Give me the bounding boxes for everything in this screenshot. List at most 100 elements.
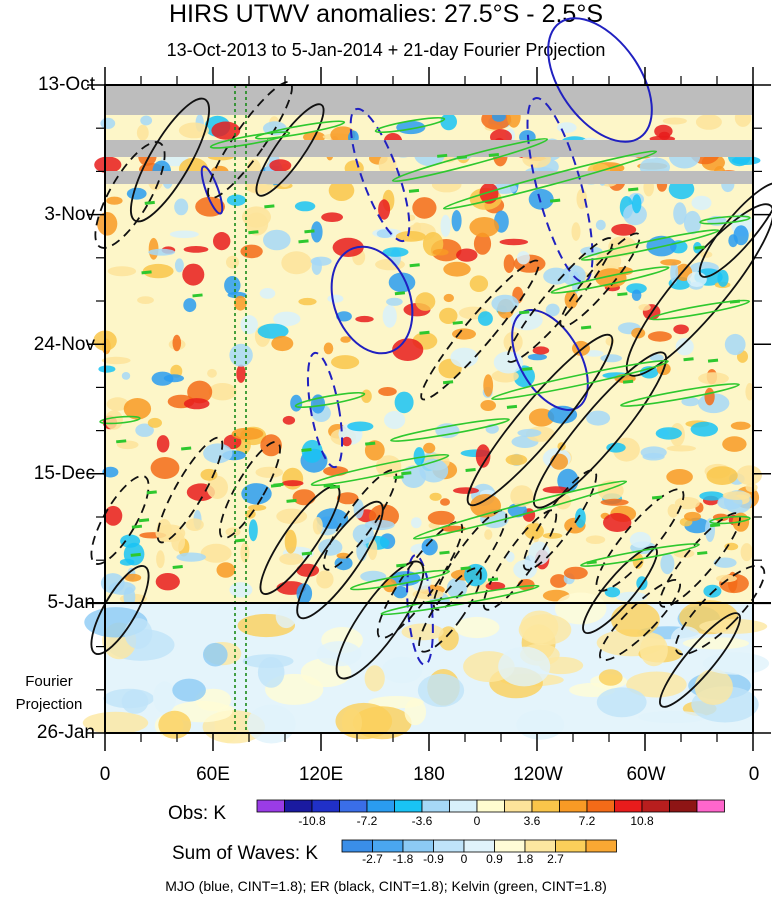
obs-anomaly-blob: [378, 153, 397, 176]
obs-anomaly-blob: [200, 468, 218, 481]
projection-blob: [539, 656, 584, 675]
obs-anomaly-blob: [206, 475, 228, 499]
waves-colorbar-segment: [494, 839, 526, 853]
obs-anomaly-blob: [364, 440, 385, 461]
obs-colorbar-segment: [476, 799, 505, 813]
kelvin-contour: [412, 480, 628, 540]
obs-anomaly-blob: [183, 246, 209, 253]
obs-anomaly-blob: [101, 356, 131, 365]
obs-anomaly-blob: [269, 159, 292, 172]
kelvin-contour: [254, 120, 346, 140]
kelvin-dash: [522, 366, 533, 371]
projection-blob: [335, 702, 393, 740]
kelvin-dash: [172, 565, 183, 570]
obs-anomaly-blob: [155, 573, 180, 591]
obs-anomaly-blob: [331, 355, 360, 370]
kelvin-dash: [304, 229, 315, 234]
projection-blob: [516, 709, 565, 740]
obs-anomaly-blob: [736, 465, 762, 486]
x-tick-label: 0: [748, 764, 760, 785]
projection-blob: [242, 654, 294, 668]
obs-anomaly-blob: [716, 574, 737, 583]
obs-anomaly-blob: [281, 251, 312, 275]
waves-colorbar-segment: [372, 839, 404, 853]
kelvin-dash: [683, 357, 694, 362]
obs-anomaly-blob: [563, 566, 588, 580]
obs-anomaly-blob: [104, 505, 123, 526]
obs-anomaly-blob: [255, 466, 284, 478]
obs-anomaly-blob: [231, 427, 264, 440]
kelvin-dash: [192, 293, 203, 298]
obs-anomaly-blob: [439, 307, 458, 324]
obs-anomaly-blob: [484, 529, 493, 540]
kelvin-dash: [181, 446, 192, 451]
projection-label: Projection: [15, 696, 83, 713]
obs-anomaly-blob: [336, 492, 359, 505]
obs-anomaly-blob: [356, 541, 368, 562]
waves-colorbar-segment: [341, 839, 373, 853]
er-contour: [94, 141, 166, 249]
obs-anomaly-blob: [323, 342, 334, 355]
kelvin-dash: [234, 538, 246, 543]
missing-data-band: [105, 140, 753, 157]
projection-blob: [638, 710, 707, 724]
obs-anomaly-blob: [257, 323, 289, 339]
mjo-contour: [547, 17, 653, 143]
kelvin-dash: [442, 380, 454, 385]
obs-anomaly-blob: [451, 210, 462, 232]
obs-anomaly-blob: [545, 303, 560, 317]
y-tick-label: 24-Nov: [33, 334, 95, 355]
kelvin-contour: [442, 150, 658, 210]
obs-anomaly-blob: [662, 117, 687, 125]
obs-anomaly-blob: [142, 263, 174, 279]
kelvin-contour: [550, 266, 670, 294]
projection-blob: [381, 656, 423, 684]
obs-anomaly-blob: [667, 504, 679, 518]
kelvin-dash: [393, 475, 404, 480]
obs-anomaly-blob: [203, 443, 233, 464]
projection-blob: [404, 698, 427, 726]
er-contour: [506, 237, 614, 363]
projection-blob: [626, 671, 687, 698]
obs-anomaly-blob: [332, 237, 364, 257]
waves-colorbar-segment: [433, 839, 465, 853]
x-tick-label: 120E: [298, 764, 344, 785]
obs-anomaly-blob: [155, 524, 186, 543]
obs-anomaly-blob: [647, 331, 672, 342]
er-contour: [598, 578, 682, 662]
obs-anomaly-blob: [312, 517, 323, 535]
obs-anomaly-blob: [411, 517, 422, 529]
obs-anomaly-blob: [120, 534, 141, 548]
obs-colorbar-tick: 0: [473, 814, 481, 828]
obs-anomaly-blob: [382, 247, 409, 257]
kelvin-dash: [116, 439, 127, 444]
obs-anomaly-blob: [543, 267, 569, 285]
obs-anomaly-blob: [294, 201, 316, 212]
footer-legend: MJO (blue, CINT=1.8); ER (black, CINT=1.…: [165, 878, 607, 894]
obs-anomaly-blob: [386, 297, 403, 306]
waves-colorbar-tick: 0: [460, 852, 468, 866]
kelvin-dash: [488, 152, 499, 157]
obs-anomaly-blob: [675, 338, 694, 356]
er-contour: [376, 521, 464, 639]
obs-anomaly-blob: [187, 380, 213, 404]
obs-anomaly-blob: [479, 182, 499, 204]
obs-colorbar-segment: [256, 799, 285, 813]
obs-anomaly-blob: [282, 415, 296, 425]
kelvin-dash: [519, 310, 530, 315]
obs-anomaly-blob: [695, 114, 722, 130]
kelvin-dash: [408, 188, 420, 193]
obs-anomaly-blob: [419, 458, 449, 483]
obs-anomaly-blob: [528, 408, 555, 427]
obs-anomaly-blob: [150, 457, 180, 479]
obs-anomaly-blob: [713, 557, 737, 568]
mjo-contour: [330, 245, 414, 355]
projection-blob: [518, 614, 572, 646]
obs-anomaly-blob: [183, 298, 197, 313]
kelvin-dash: [709, 523, 721, 528]
obs-anomaly-blob: [722, 491, 751, 500]
obs-anomaly-blob: [247, 504, 267, 511]
obs-anomaly-blob: [147, 417, 162, 428]
kelvin-dash: [323, 483, 334, 488]
obs-colorbar-segment: [311, 799, 340, 813]
